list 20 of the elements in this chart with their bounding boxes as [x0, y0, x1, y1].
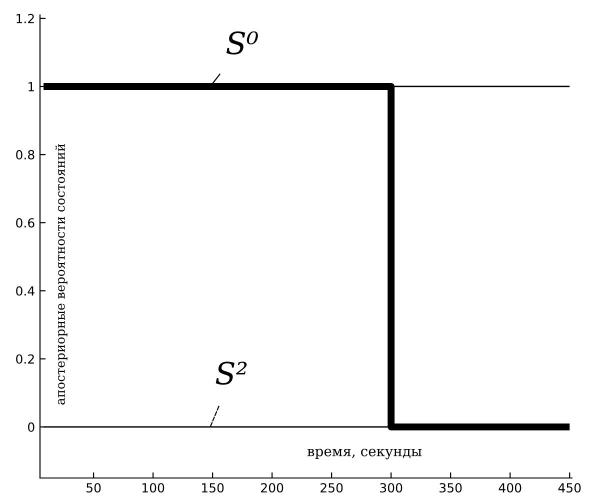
x-tick-label: 50 — [86, 483, 101, 493]
y-tick-label: 1.2 — [16, 14, 34, 24]
y-tick-label: 0 — [28, 422, 34, 432]
x-tick-label: 450 — [558, 483, 581, 493]
series-label: S⁰ — [226, 31, 258, 55]
x-tick-label: 200 — [261, 483, 284, 493]
x-tick-label: 150 — [202, 483, 224, 493]
x-tick-label: 400 — [498, 483, 522, 493]
y-tick-label: 1 — [28, 82, 34, 92]
x-axis-title: время, секунды — [307, 448, 422, 460]
x-tick-label: 250 — [320, 483, 343, 493]
y-tick-label: 0.6 — [16, 218, 34, 228]
y-tick-label: 0.4 — [16, 286, 34, 296]
x-tick-label: 350 — [440, 483, 462, 493]
y-tick-label: 0.2 — [16, 354, 34, 364]
series-label: S² — [216, 362, 247, 385]
x-tick-label: 100 — [142, 483, 164, 493]
y-axis-title: апостериорные вероятности состояний — [55, 144, 68, 405]
y-tick-label: 0.8 — [16, 150, 34, 160]
x-tick-label: 300 — [380, 483, 402, 493]
